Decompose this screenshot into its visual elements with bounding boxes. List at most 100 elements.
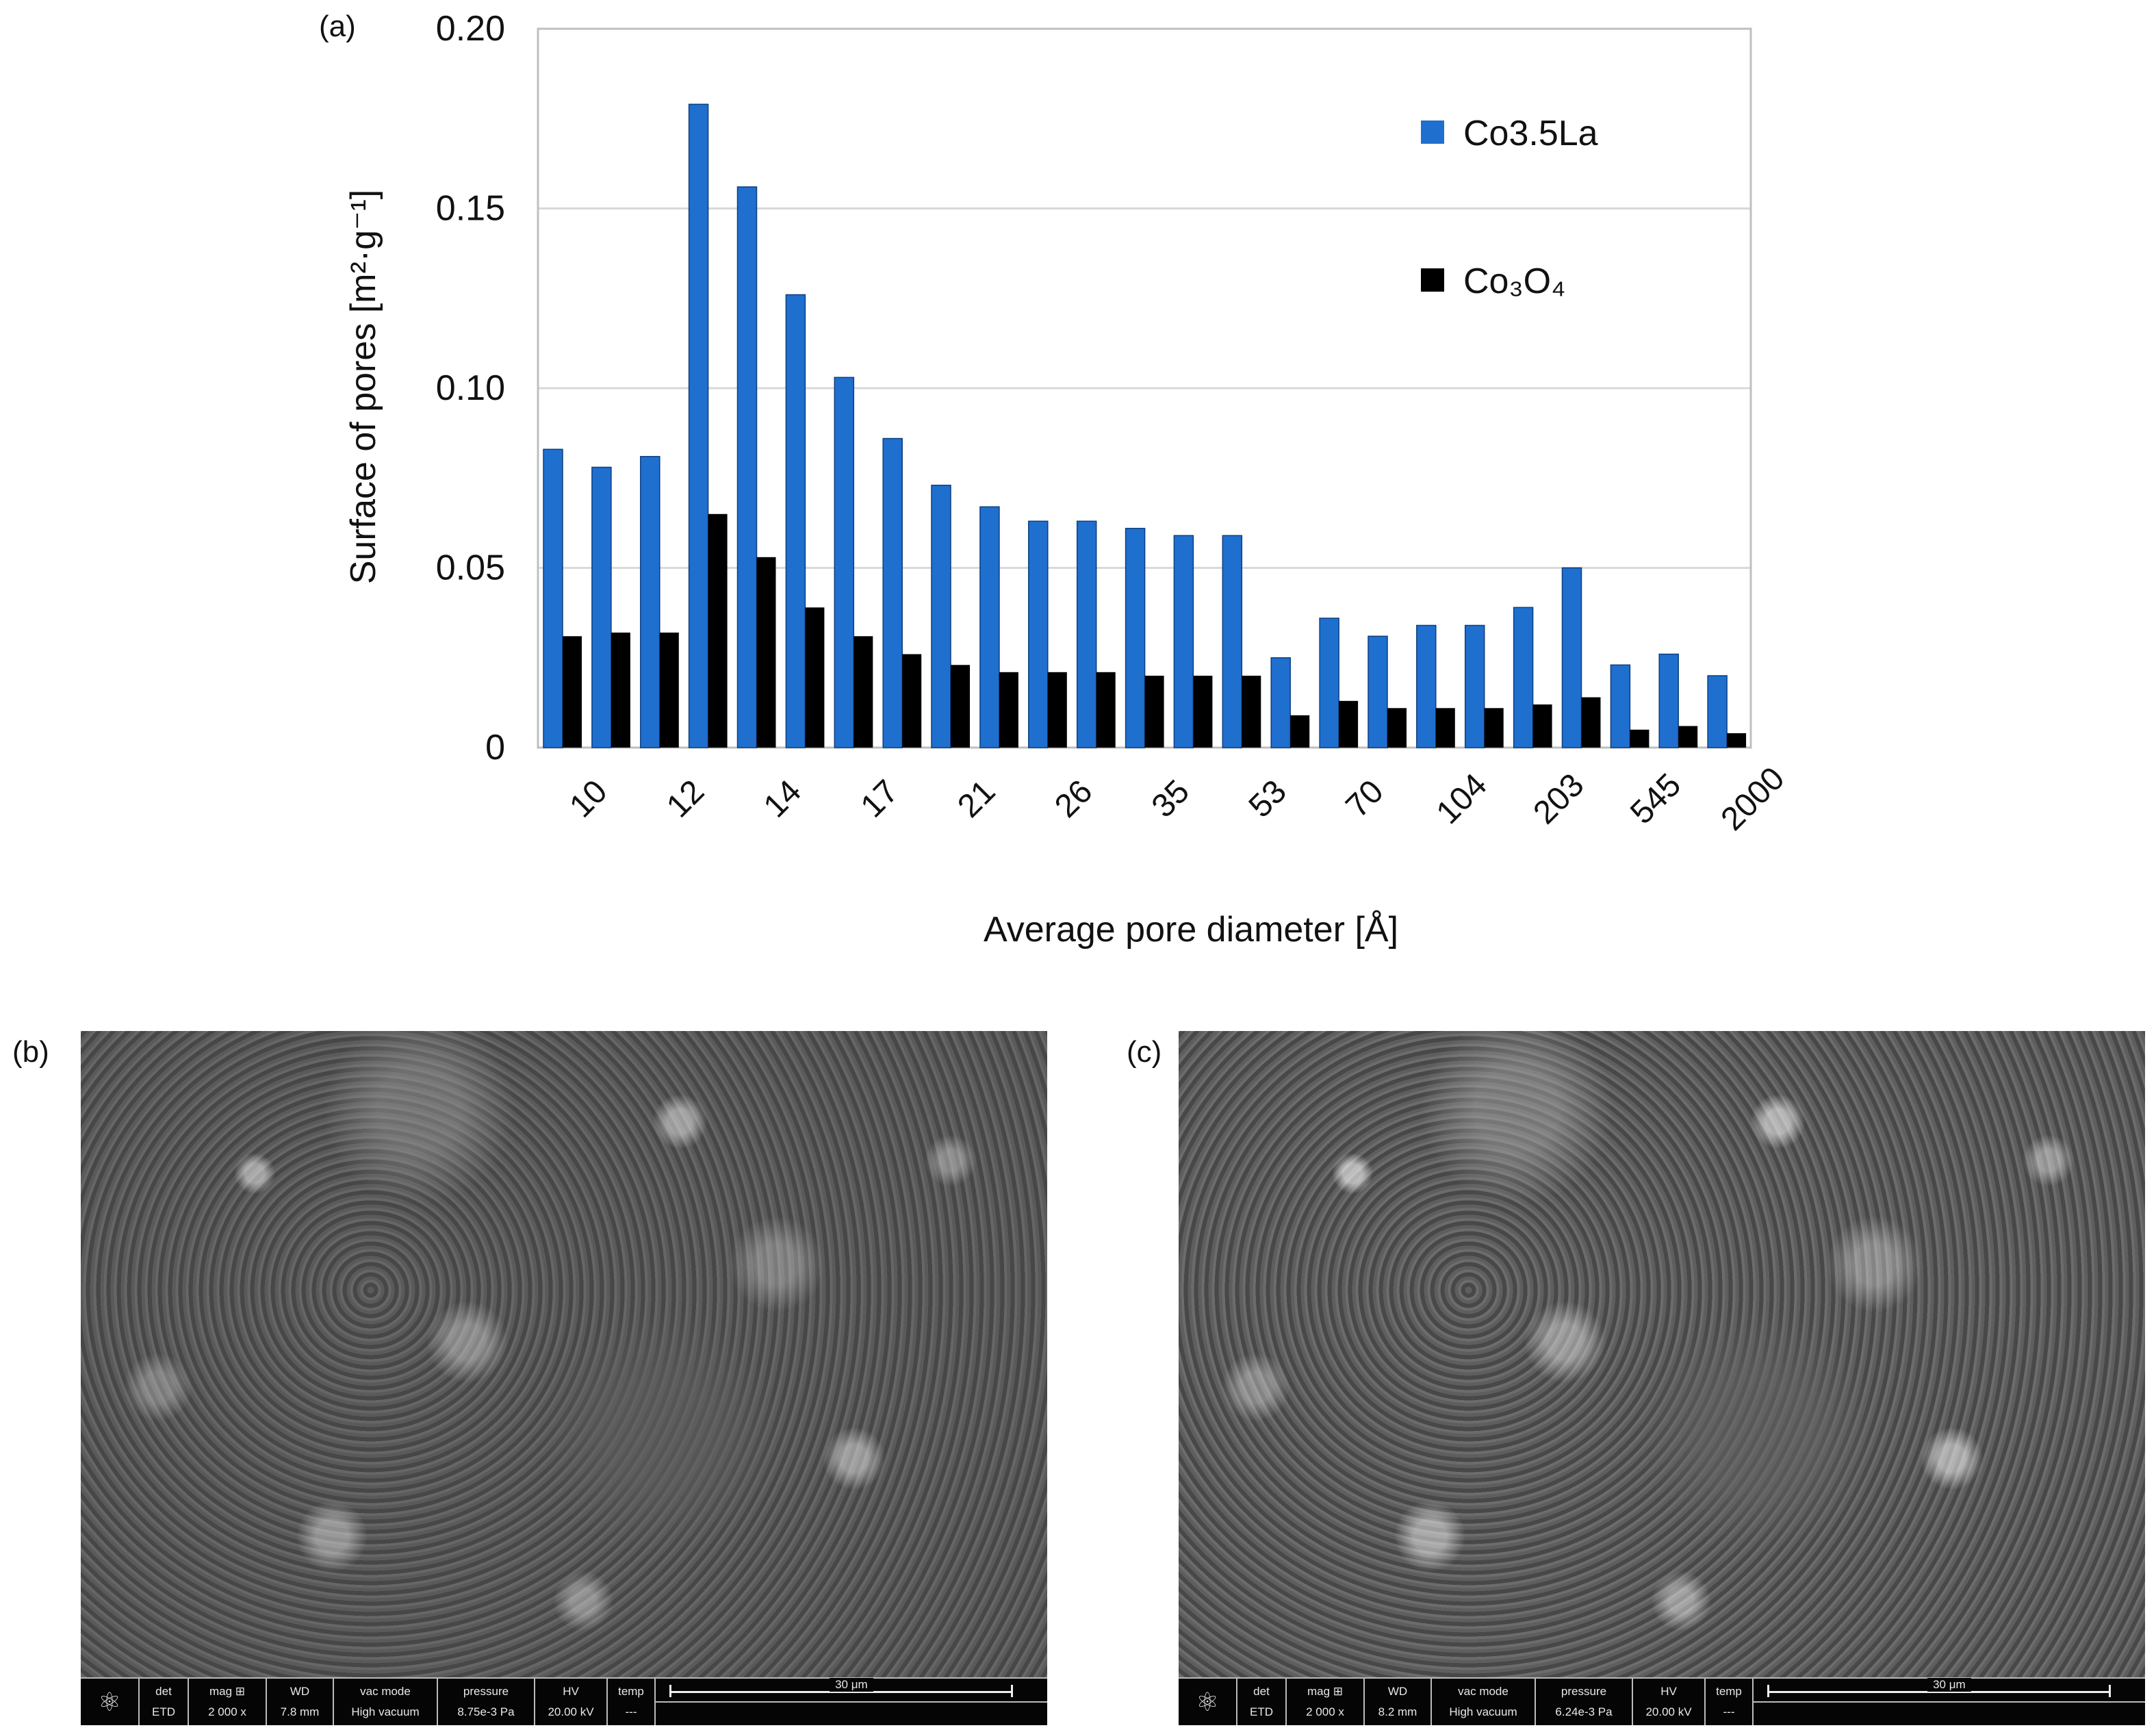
x-axis-label: Average pore diameter [Å] bbox=[984, 910, 1398, 950]
bar-co3o4 bbox=[951, 665, 970, 748]
bar-co3o4 bbox=[1581, 697, 1601, 748]
x-tick-label: 53 bbox=[1242, 773, 1294, 824]
x-tick-label: 203 bbox=[1526, 767, 1591, 831]
sem-det-b: det ETD bbox=[140, 1679, 189, 1725]
sem-temp-c: temp --- bbox=[1706, 1679, 1754, 1725]
sem-pressure-b: pressure 8.75e-3 Pa bbox=[438, 1679, 535, 1725]
gridlines bbox=[538, 207, 1751, 569]
y-axis-ticks: 0 0.05 0.10 0.15 0.20 bbox=[436, 9, 505, 767]
bar-co3o4 bbox=[1193, 676, 1213, 748]
legend-swatch-co35la bbox=[1421, 120, 1444, 144]
sem-scale-bar-b: 30 μm bbox=[656, 1678, 1047, 1725]
bar-co3o4 bbox=[854, 636, 873, 748]
y-tick-label: 0.05 bbox=[436, 548, 505, 588]
bar-co3o4 bbox=[1144, 676, 1164, 748]
y-axis-label: Surface of pores [m²·g⁻¹] bbox=[344, 190, 383, 585]
bar-co3o4 bbox=[1339, 700, 1359, 748]
bar-co35la bbox=[1658, 653, 1679, 748]
bar-co35la bbox=[640, 456, 660, 748]
bar-co3o4 bbox=[1047, 672, 1067, 748]
x-tick-label: 26 bbox=[1048, 773, 1099, 824]
legend-label-co3o4: Co₃O₄ bbox=[1463, 262, 1565, 301]
bar-co35la bbox=[785, 294, 806, 748]
bar-co3o4 bbox=[1290, 715, 1310, 748]
bar-co35la bbox=[931, 485, 951, 748]
bar-co35la bbox=[1173, 535, 1194, 748]
panel-label-c: (c) bbox=[1127, 1035, 1162, 1069]
sem-pressure-c: pressure 6.24e-3 Pa bbox=[1536, 1679, 1633, 1725]
sem-wd-b: WD 7.8 mm bbox=[267, 1679, 334, 1725]
bar-co35la bbox=[1222, 535, 1243, 748]
bar-co35la bbox=[736, 186, 758, 748]
y-tick-label: 0 bbox=[485, 728, 505, 767]
bar-co35la bbox=[1610, 664, 1631, 748]
sem-mag-c: mag ⊞ 2 000 x bbox=[1287, 1679, 1365, 1725]
bar-co35la bbox=[1076, 520, 1097, 748]
x-tick-label: 2000 bbox=[1715, 761, 1792, 838]
bar-co35la bbox=[1319, 618, 1339, 748]
x-tick-label: 545 bbox=[1624, 767, 1688, 831]
sem-hv-c: HV 20.00 kV bbox=[1633, 1679, 1706, 1725]
sem-micrograph-b bbox=[81, 1031, 1047, 1679]
atom-icon: ⚛ bbox=[1179, 1679, 1237, 1725]
bar-co35la bbox=[1707, 675, 1728, 748]
sem-info-bar-c: ⚛ det ETD mag ⊞ 2 000 x WD 8.2 mm vac mode H… bbox=[1179, 1677, 2145, 1725]
bar-co3o4 bbox=[1630, 729, 1650, 748]
atom-icon: ⚛ bbox=[81, 1679, 140, 1725]
y-tick-label: 0.20 bbox=[436, 9, 505, 49]
bar-co3o4 bbox=[611, 633, 630, 748]
bar-co35la bbox=[1270, 657, 1291, 748]
x-tick-label: 10 bbox=[563, 773, 614, 824]
bar-co3o4 bbox=[1484, 708, 1504, 748]
bar-co3o4 bbox=[1096, 672, 1116, 748]
bar-co3o4 bbox=[756, 557, 776, 748]
bar-co35la bbox=[688, 103, 709, 748]
bar-co35la bbox=[543, 448, 563, 748]
panel-label-a: (a) bbox=[319, 10, 356, 43]
bar-co35la bbox=[1513, 607, 1534, 748]
legend-label-co35la: Co3.5La bbox=[1463, 114, 1598, 153]
bar-co35la bbox=[882, 437, 903, 748]
bar-co3o4 bbox=[708, 513, 728, 748]
bar-co35la bbox=[1464, 624, 1485, 748]
sem-vac-b: vac mode High vacuum bbox=[334, 1679, 438, 1725]
y-tick-label: 0.15 bbox=[436, 189, 505, 229]
bar-co35la bbox=[1416, 624, 1437, 748]
bars bbox=[543, 103, 1747, 748]
sem-temp-b: temp --- bbox=[608, 1679, 656, 1725]
sem-info-bar-b: ⚛ det ETD mag ⊞ 2 000 x WD 7.8 mm vac mode H… bbox=[81, 1677, 1047, 1725]
sem-det-c: det ETD bbox=[1237, 1679, 1287, 1725]
legend: Co3.5La Co₃O₄ bbox=[1421, 114, 1598, 301]
pore-surface-chart: 0 0.05 0.10 0.15 0.20 10 12 14 17 21 26 35 53 70 104 2… bbox=[344, 9, 1792, 950]
bar-co3o4 bbox=[1242, 676, 1261, 748]
bar-co3o4 bbox=[902, 654, 922, 748]
x-tick-label: 70 bbox=[1339, 773, 1390, 824]
bar-co35la bbox=[834, 377, 855, 748]
bar-co3o4 bbox=[1532, 704, 1552, 748]
bar-co3o4 bbox=[1435, 708, 1455, 748]
panel-label-b: (b) bbox=[12, 1035, 49, 1069]
bar-co3o4 bbox=[659, 633, 679, 748]
bar-co35la bbox=[1561, 567, 1582, 748]
x-tick-label: 21 bbox=[951, 773, 1002, 824]
sem-mag-b: mag ⊞ 2 000 x bbox=[189, 1679, 267, 1725]
x-tick-label: 35 bbox=[1145, 773, 1196, 824]
legend-swatch-co3o4 bbox=[1421, 268, 1444, 292]
sem-scale-bar-c: 30 μm bbox=[1754, 1678, 2145, 1725]
bar-co35la bbox=[1028, 520, 1049, 748]
x-tick-label: 14 bbox=[757, 773, 808, 824]
x-tick-label: 12 bbox=[660, 773, 711, 824]
sem-image-c: ⚛ det ETD mag ⊞ 2 000 x WD 8.2 mm vac mode H… bbox=[1179, 1031, 2145, 1725]
x-tick-label: 104 bbox=[1430, 767, 1494, 831]
bar-co35la bbox=[1125, 528, 1146, 748]
bar-co3o4 bbox=[805, 607, 825, 748]
bar-co3o4 bbox=[999, 672, 1018, 748]
bar-co3o4 bbox=[1387, 708, 1407, 748]
y-tick-label: 0.10 bbox=[436, 368, 505, 408]
bar-co35la bbox=[979, 506, 1000, 748]
x-tick-label: 17 bbox=[854, 773, 906, 824]
sem-image-b: ⚛ det ETD mag ⊞ 2 000 x WD 7.8 mm vac mode H… bbox=[81, 1031, 1047, 1725]
x-axis-ticks: 10 12 14 17 21 26 35 53 70 104 203 545 2000 bbox=[563, 761, 1791, 838]
sem-vac-c: vac mode High vacuum bbox=[1432, 1679, 1536, 1725]
bar-co35la bbox=[1368, 635, 1388, 748]
